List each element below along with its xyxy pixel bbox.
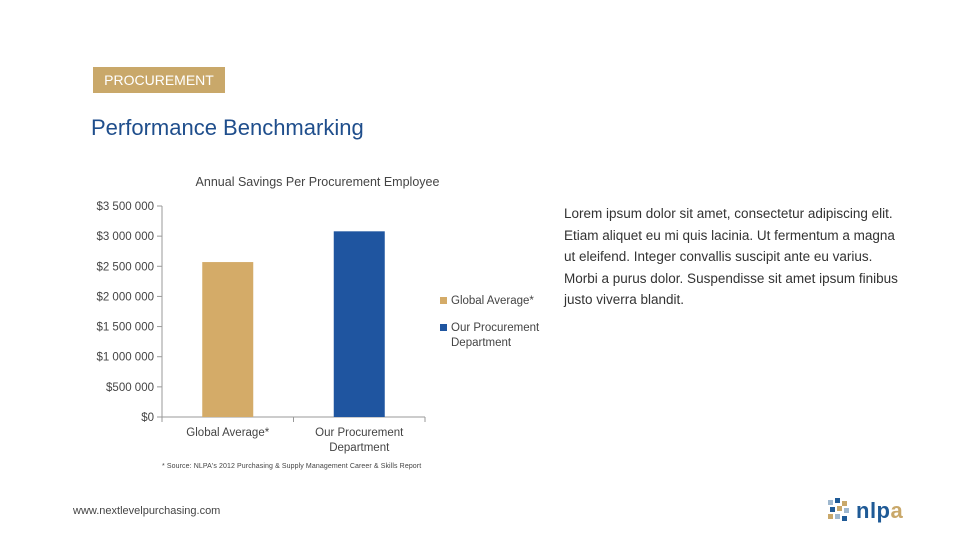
legend-item-our-procurement: Our Procurement Department bbox=[440, 321, 561, 351]
bar bbox=[333, 231, 385, 417]
x-tick-label: Global Average* bbox=[186, 427, 269, 439]
nlpa-logo: nlpa bbox=[826, 494, 906, 528]
legend-label-global-average: Global Average* bbox=[451, 295, 534, 307]
x-tick-label: Our Procurement bbox=[315, 427, 404, 439]
chart-title: Annual Savings Per Procurement Employee bbox=[195, 175, 440, 189]
page-title: Performance Benchmarking bbox=[91, 115, 364, 140]
y-tick-label: $500 000 bbox=[106, 382, 154, 394]
y-tick-label: $1 000 000 bbox=[96, 352, 154, 364]
y-tick-label: $1 500 000 bbox=[96, 322, 154, 334]
website-url[interactable]: www.nextlevelpurchasing.com bbox=[73, 505, 221, 517]
legend-label-our-procurement: Our Procurement Department bbox=[451, 322, 540, 349]
x-tick-label: Department bbox=[329, 442, 390, 454]
chart-source-footnote: * Source: NLPA's 2012 Purchasing & Suppl… bbox=[162, 463, 422, 470]
logo-text-accent: a bbox=[890, 498, 904, 523]
logo-mark-icon bbox=[828, 498, 849, 521]
y-tick-label: $2 000 000 bbox=[96, 291, 154, 303]
legend-swatch-our-procurement bbox=[440, 324, 447, 331]
logo-text: nlpa bbox=[856, 498, 904, 523]
bar bbox=[202, 262, 254, 417]
chart-legend: Global Average* Our Procurement Departme… bbox=[440, 294, 561, 363]
y-tick-label: $2 500 000 bbox=[96, 261, 154, 273]
y-tick-label: $3 000 000 bbox=[96, 231, 154, 243]
legend-item-global-average: Global Average* bbox=[440, 294, 561, 309]
legend-swatch-global-average bbox=[440, 297, 447, 304]
y-tick-label: $3 500 000 bbox=[96, 201, 154, 213]
section-tag: PROCUREMENT bbox=[93, 67, 225, 93]
body-paragraph: Lorem ipsum dolor sit amet, consectetur … bbox=[564, 206, 898, 307]
y-tick-label: $0 bbox=[141, 412, 154, 424]
